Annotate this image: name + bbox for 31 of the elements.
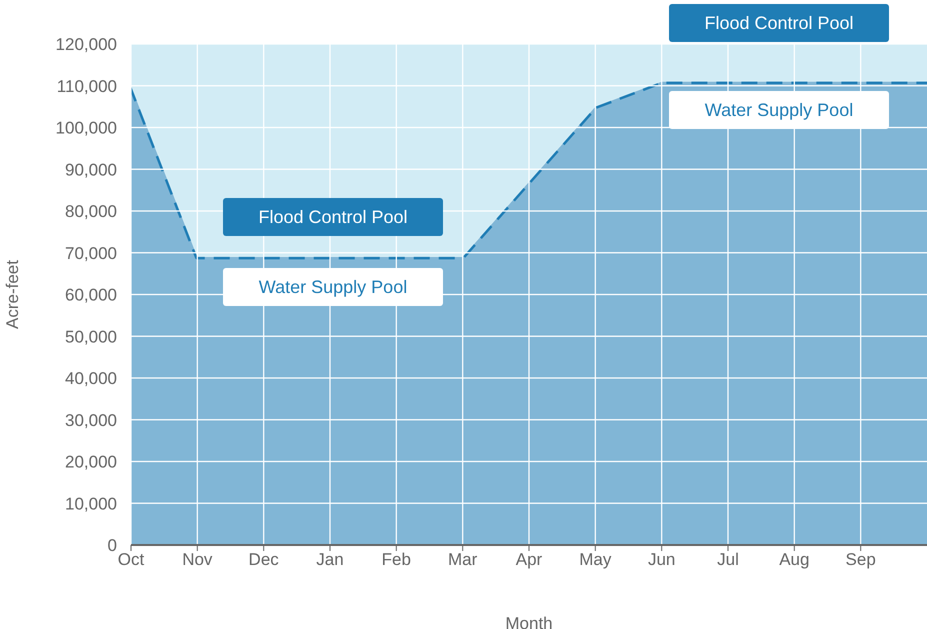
- y-tick-label: 50,000: [65, 327, 117, 346]
- series-label: Water Supply Pool: [704, 100, 854, 120]
- x-tick-label: Apr: [516, 550, 543, 570]
- x-tick-label: Jul: [717, 550, 739, 570]
- x-tick-label: Feb: [382, 550, 411, 570]
- y-tick-label: 90,000: [65, 160, 117, 180]
- y-tick-label: 70,000: [65, 244, 117, 263]
- text: Flood Control Pool: [258, 207, 408, 227]
- y-tick-label: 30,000: [65, 410, 117, 430]
- y-tick-label: 100,000: [56, 118, 117, 138]
- y-tick-label: 60,000: [65, 286, 117, 305]
- x-tick-label: May: [579, 550, 612, 570]
- text: Water Supply Pool: [258, 277, 408, 297]
- x-axis-title: Month: [505, 614, 553, 629]
- y-tick-label: 40,000: [65, 369, 117, 388]
- x-tick-label: Sep: [846, 550, 876, 570]
- y-tick-label: 0: [108, 536, 117, 556]
- y-tick-label: 80,000: [65, 202, 117, 222]
- x-tick-label: Oct: [118, 550, 144, 570]
- y-tick-label: 10,000: [65, 494, 117, 514]
- y-axis-title: Acre-feet: [3, 260, 22, 329]
- x-tick-label: Dec: [248, 550, 280, 570]
- series-label: Flood Control Pool: [704, 13, 854, 33]
- y-tick-label: 110,000: [56, 76, 117, 96]
- x-tick-label: Jun: [648, 550, 676, 570]
- y-tick-label: 120,000: [56, 35, 117, 54]
- x-tick-label: Jan: [316, 550, 344, 570]
- x-tick-label: Mar: [448, 550, 478, 570]
- x-tick-label: Nov: [182, 550, 213, 570]
- x-tick-label: Aug: [779, 550, 810, 570]
- y-tick-label: 20,000: [65, 452, 117, 472]
